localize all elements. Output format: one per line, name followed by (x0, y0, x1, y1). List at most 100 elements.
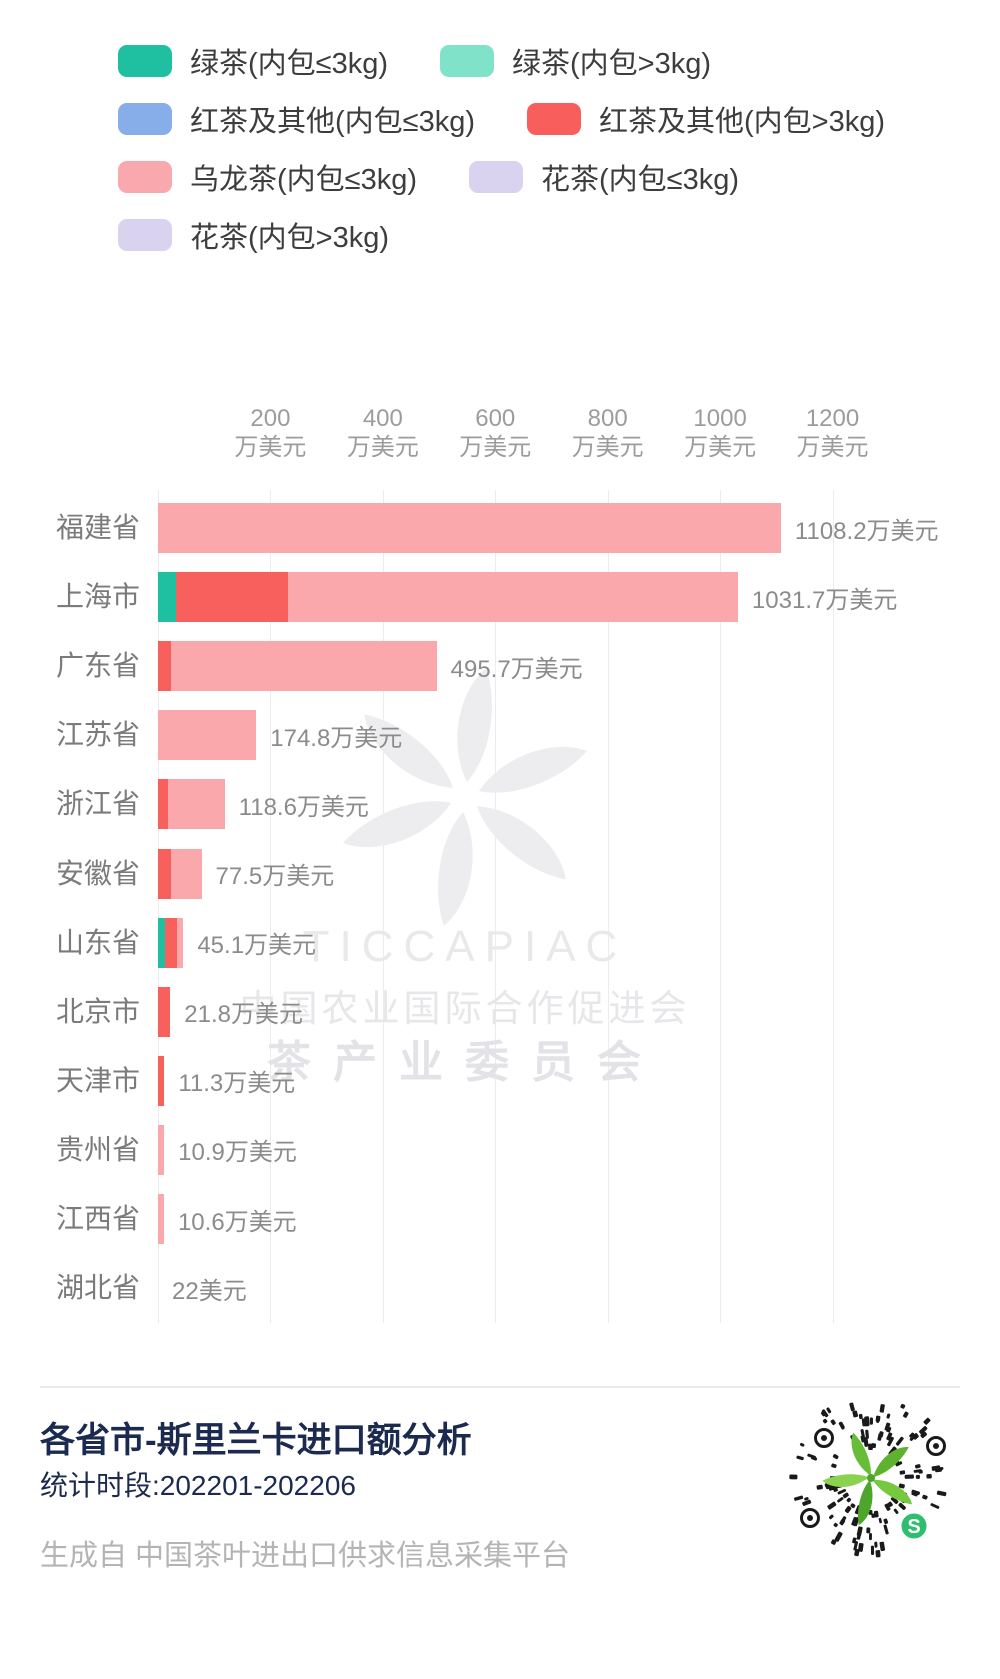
qr-dot (893, 1508, 899, 1514)
bar-row-上海市: 1031.7万美元 (158, 572, 898, 623)
value-label: 1108.2万美元 (794, 517, 939, 545)
bar-江西省[interactable] (158, 1194, 164, 1244)
bar-row-浙江省: 118.6万美元 (158, 779, 369, 830)
bar-北京市[interactable] (158, 986, 171, 1037)
legend-swatch-icon (118, 45, 172, 77)
svg-text:S: S (907, 1516, 920, 1538)
qr-dot (884, 1503, 891, 1511)
bar-segment-black_gt3[interactable] (158, 848, 172, 899)
bar-segment-oolong_le3[interactable] (171, 848, 202, 899)
qr-dot (878, 1517, 882, 1524)
qr-dot (909, 1432, 915, 1438)
qr-eye-icon (800, 1508, 820, 1528)
value-label: 174.8万美元 (270, 724, 403, 752)
bar-segment-oolong_le3[interactable] (158, 710, 257, 761)
bar-山东省[interactable] (158, 917, 184, 968)
bar-segment-black_gt3[interactable] (158, 1055, 165, 1106)
bar-segment-oolong_le3[interactable] (158, 503, 781, 553)
qr-dot (828, 1514, 834, 1520)
qr-dot (826, 1407, 832, 1414)
legend-label: 乌龙茶(内包≤3kg) (190, 164, 417, 196)
report-source: 生成自 中国茶叶进出口供求信息采集平台 (40, 1540, 571, 1572)
qr-dot (930, 1503, 940, 1509)
gridline-1000 (720, 490, 722, 1323)
qr-dot (887, 1501, 893, 1508)
legend-item-flower_gt3[interactable]: 花茶(内包>3kg) (118, 218, 389, 254)
qr-dot (871, 1513, 876, 1518)
report-period: 统计时段:202201-202206 (40, 1470, 356, 1501)
qr-dot (849, 1402, 855, 1412)
bar-segment-oolong_le3[interactable] (158, 1194, 164, 1244)
gridline-200 (270, 490, 272, 1323)
legend-swatch-icon (118, 161, 172, 193)
qr-dot (898, 1483, 905, 1489)
bar-row-江西省: 10.6万美元 (158, 1194, 297, 1244)
qr-dot (832, 1454, 839, 1460)
y-axis-label-天津市: 天津市 (55, 1064, 140, 1096)
bar-天津市[interactable] (158, 1055, 165, 1106)
bar-浙江省[interactable] (158, 779, 225, 830)
qr-leaf-logo-icon (822, 1432, 913, 1526)
qr-dot (858, 1413, 863, 1420)
qr-dot (913, 1469, 922, 1473)
qr-dot (789, 1474, 798, 1480)
qr-dot (846, 1497, 852, 1503)
value-label: 77.5万美元 (215, 863, 335, 890)
qr-dot (807, 1453, 816, 1459)
y-axis-label-浙江省: 浙江省 (55, 788, 140, 820)
qr-dot (876, 1418, 880, 1424)
y-axis-label-上海市: 上海市 (55, 581, 140, 613)
qr-code: S (789, 1402, 947, 1558)
qr-dot (844, 1505, 852, 1514)
bar-row-广东省: 495.7万美元 (158, 641, 583, 692)
qr-dot (904, 1474, 914, 1479)
qr-dot (853, 1541, 859, 1551)
bar-row-天津市: 11.3万美元 (158, 1055, 295, 1106)
y-axis-label-安徽省: 安徽省 (55, 857, 140, 889)
qr-dot (902, 1411, 909, 1418)
qr-dot (914, 1464, 921, 1469)
bar-福建省[interactable] (158, 503, 781, 553)
value-label: 1031.7万美元 (751, 586, 898, 614)
qr-dot (858, 1542, 864, 1552)
chart-legend: 绿茶(内包≤3kg) 绿茶(内包>3kg) 红茶及其他(内包≤3kg) 红茶及其他(内… (118, 44, 1000, 276)
y-axis-label-湖北省: 湖北省 (55, 1272, 140, 1304)
bar-segment-black_gt3[interactable] (158, 986, 171, 1037)
bar-segment-black_gt3[interactable] (175, 572, 288, 623)
legend-label: 花茶(内包>3kg) (190, 222, 390, 254)
qr-dot (831, 1463, 837, 1469)
qr-dot (865, 1429, 869, 1439)
qr-dot (931, 1465, 941, 1471)
qr-dot (830, 1419, 836, 1426)
bar-segment-oolong_le3[interactable] (176, 917, 184, 968)
qr-dot (840, 1516, 847, 1524)
legend-item-green_le3[interactable]: 绿茶(内包≤3kg) (118, 44, 388, 80)
qr-dot (936, 1490, 947, 1497)
qr-dot (833, 1522, 838, 1528)
bar-segment-black_gt3[interactable] (158, 779, 169, 830)
bar-上海市[interactable] (158, 572, 738, 623)
x-axis-tick-800: 800 万美元 (571, 405, 644, 461)
legend-item-black_gt3[interactable]: 红茶及其他(内包>3kg) (527, 102, 885, 138)
bar-segment-green_le3[interactable] (158, 917, 166, 968)
bar-segment-oolong_le3[interactable] (287, 572, 738, 623)
bar-segment-oolong_le3[interactable] (158, 1124, 165, 1175)
bar-广东省[interactable] (158, 641, 437, 692)
bar-segment-oolong_le3[interactable] (168, 779, 225, 830)
gridline-1200 (832, 490, 834, 1323)
legend-item-black_le3[interactable]: 红茶及其他(内包≤3kg) (118, 102, 475, 138)
legend-item-oolong_le3[interactable]: 乌龙茶(内包≤3kg) (118, 160, 417, 196)
bar-江苏省[interactable] (158, 710, 257, 761)
qr-dot (830, 1539, 837, 1545)
bar-segment-black_gt3[interactable] (165, 917, 177, 968)
bar-row-湖北省: 22美元 (158, 1263, 247, 1313)
bar-安徽省[interactable] (158, 848, 202, 899)
bar-segment-green_le3[interactable] (158, 572, 176, 623)
qr-dot (923, 1417, 931, 1425)
bar-贵州省[interactable] (158, 1124, 165, 1175)
legend-item-flower_le3[interactable]: 花茶(内包≤3kg) (469, 160, 739, 196)
legend-item-green_gt3[interactable]: 绿茶(内包>3kg) (440, 44, 711, 80)
qr-dot (886, 1432, 893, 1441)
bar-segment-black_gt3[interactable] (158, 641, 172, 692)
bar-segment-oolong_le3[interactable] (171, 641, 437, 692)
